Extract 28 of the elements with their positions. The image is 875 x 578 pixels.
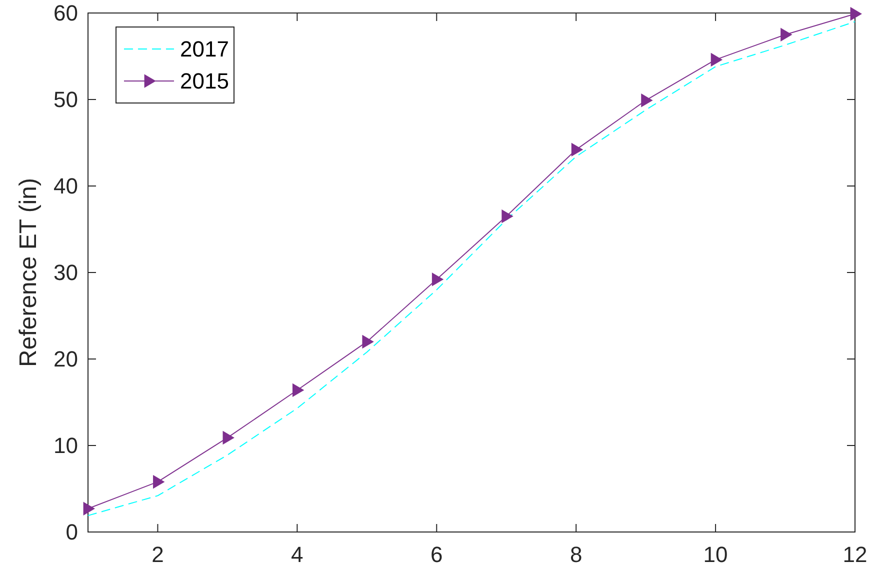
y-tick-label: 40: [54, 174, 78, 199]
y-tick-label: 0: [66, 520, 78, 545]
point: [153, 475, 164, 488]
point: [571, 143, 583, 156]
point: [502, 210, 513, 223]
point: [780, 28, 792, 42]
point: [850, 7, 862, 20]
y-tick-label: 10: [54, 433, 78, 458]
point: [222, 431, 234, 444]
point: [432, 272, 444, 286]
y-tick-label: 60: [54, 0, 78, 26]
legend-label: 2017: [180, 36, 229, 62]
x-tick-label: 2: [152, 542, 164, 567]
point: [83, 502, 94, 516]
x-tick-label: 4: [291, 542, 304, 567]
x-tick-label: 8: [570, 542, 582, 567]
y-tick-label: 20: [54, 346, 78, 372]
point: [710, 53, 722, 66]
y-tick-label: 50: [54, 87, 78, 112]
point: [641, 94, 652, 107]
y-tick-label: 30: [54, 260, 78, 286]
x-tick-label: 10: [703, 542, 728, 567]
x-tick-label: 6: [430, 542, 443, 567]
x-tick-label: 12: [842, 542, 868, 567]
legend-label: 2015: [180, 68, 229, 94]
point: [292, 384, 304, 397]
y-axis-title: Reference ET (in): [15, 178, 42, 367]
point: [362, 335, 374, 348]
